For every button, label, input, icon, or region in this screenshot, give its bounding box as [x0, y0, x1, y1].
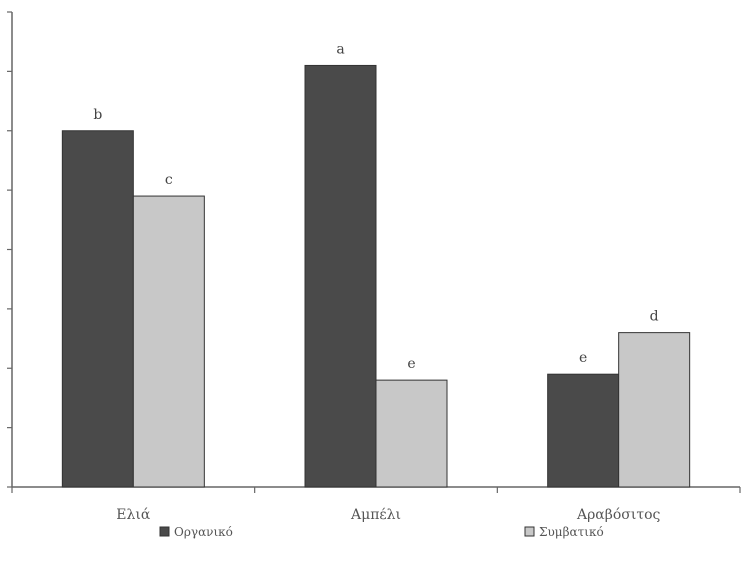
bar-series1-2 — [547, 373, 620, 488]
legend-swatch-0 — [159, 526, 170, 537]
x-tick-label-1: Αμπέλι — [350, 506, 401, 523]
x-tick-label-2: Αραβόσιτος — [576, 507, 661, 523]
data-label-0-1: a — [336, 41, 344, 57]
legend: Οργανικό Συμβατικό — [159, 525, 604, 539]
plot-area: b c Ελιά a e Αμπέλι e d Αραβόσιτος — [7, 11, 741, 523]
bar-series2-2 — [618, 332, 691, 488]
data-label-1-2: d — [650, 309, 659, 325]
legend-swatch-1 — [524, 526, 535, 537]
legend-label-1: Συμβατικό — [539, 525, 604, 539]
x-tick-label-0: Ελιά — [116, 507, 151, 523]
data-label-0-2: e — [579, 350, 587, 366]
legend-label-0: Οργανικό — [174, 525, 233, 539]
bar-series2-1 — [375, 379, 448, 488]
data-label-0-0: b — [93, 107, 102, 123]
bar-series1-0 — [61, 130, 134, 488]
bar-series1-1 — [304, 64, 377, 488]
data-label-1-1: e — [407, 356, 415, 372]
data-label-1-0: c — [165, 172, 173, 188]
bar-series2-0 — [132, 195, 205, 488]
